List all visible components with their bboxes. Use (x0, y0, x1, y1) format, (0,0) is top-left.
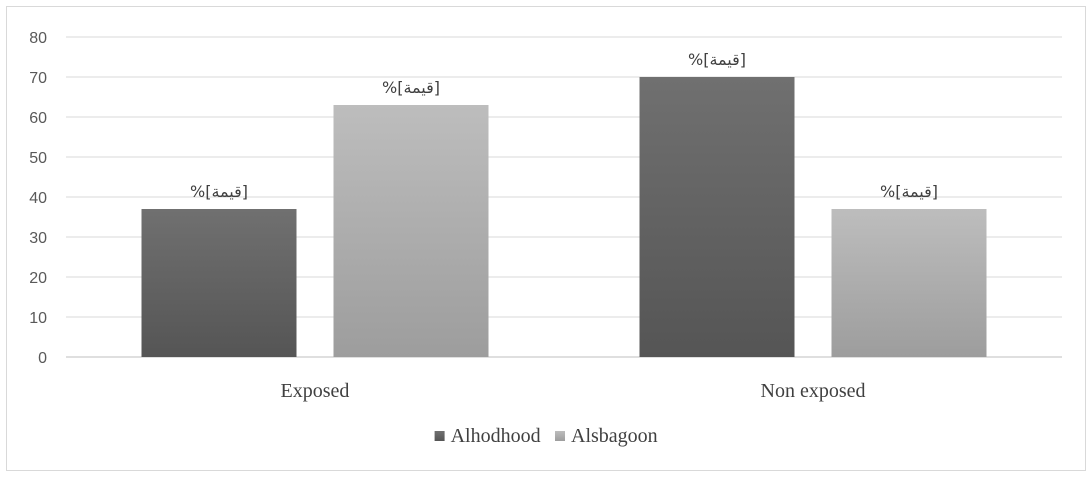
y-tick-label: 50 (29, 150, 47, 167)
y-tick-label: 70 (29, 70, 47, 87)
y-tick-label: 30 (29, 230, 47, 247)
data-label: %[قيمة] (382, 78, 440, 97)
legend-label-alsbagoon: Alsbagoon (571, 425, 658, 447)
data-labels: %[قيمة] %[قيمة] %[قيمة] %[قيمة] (190, 50, 938, 201)
y-tick-label: 20 (29, 270, 47, 287)
bar-alhodhood-exposed (141, 209, 297, 357)
data-label: %[قيمة] (688, 50, 746, 69)
bar-alhodhood-non-exposed (639, 77, 795, 357)
y-tick-label: 40 (29, 190, 47, 207)
bars (141, 77, 987, 357)
y-axis-ticks: 0 10 20 30 40 50 60 70 80 (29, 30, 47, 367)
legend-swatch-alsbagoon (555, 431, 565, 441)
y-tick-label: 10 (29, 310, 47, 327)
x-category-label: Non exposed (761, 380, 866, 402)
y-tick-label: 80 (29, 30, 47, 47)
legend: Alhodhood Alsbagoon (434, 425, 658, 447)
legend-label-alhodhood: Alhodhood (451, 425, 541, 447)
x-category-label: Exposed (281, 380, 350, 402)
bar-alsbagoon-exposed (333, 105, 489, 357)
y-tick-label: 0 (38, 350, 47, 367)
data-label: %[قيمة] (880, 182, 938, 201)
data-label: %[قيمة] (190, 182, 248, 201)
bar-alsbagoon-non-exposed (831, 209, 987, 357)
legend-swatch-alhodhood (434, 431, 445, 441)
x-axis-categories: Exposed Non exposed (281, 380, 866, 402)
y-tick-label: 60 (29, 110, 47, 127)
